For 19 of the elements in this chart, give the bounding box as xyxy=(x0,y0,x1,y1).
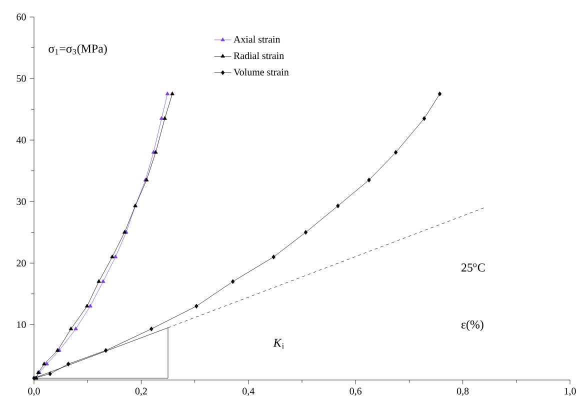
x-axis-title: ε(%) xyxy=(461,320,484,331)
y-tick-label: 60 xyxy=(16,14,26,20)
y-axis-title: σ$_{1}$=σ$_{3}$(MPa) xyxy=(48,44,107,56)
x-tick-label: 0,4 xyxy=(242,388,254,396)
annotation: K$_{i}$ xyxy=(273,338,284,349)
legend-label: Volume strain xyxy=(234,68,289,76)
x-tick-label: 0,0 xyxy=(28,388,40,396)
y-tick-label: 20 xyxy=(16,260,26,266)
y-tick-label: 50 xyxy=(16,75,26,82)
x-tick-label: 0,6 xyxy=(350,388,362,396)
legend-label: Radial strain xyxy=(234,52,284,60)
x-tick-label: 1,0 xyxy=(564,388,576,396)
x-tick-label: 0,2 xyxy=(135,388,147,396)
y-tick-label: 30 xyxy=(16,198,26,205)
legend-label: Axial strain xyxy=(234,36,280,43)
y-tick-label: 40 xyxy=(16,136,26,144)
y-tick-label: 10 xyxy=(17,321,26,328)
annotation: 25$^{o}$C xyxy=(461,263,485,272)
x-tick-label: 0,8 xyxy=(456,388,469,396)
